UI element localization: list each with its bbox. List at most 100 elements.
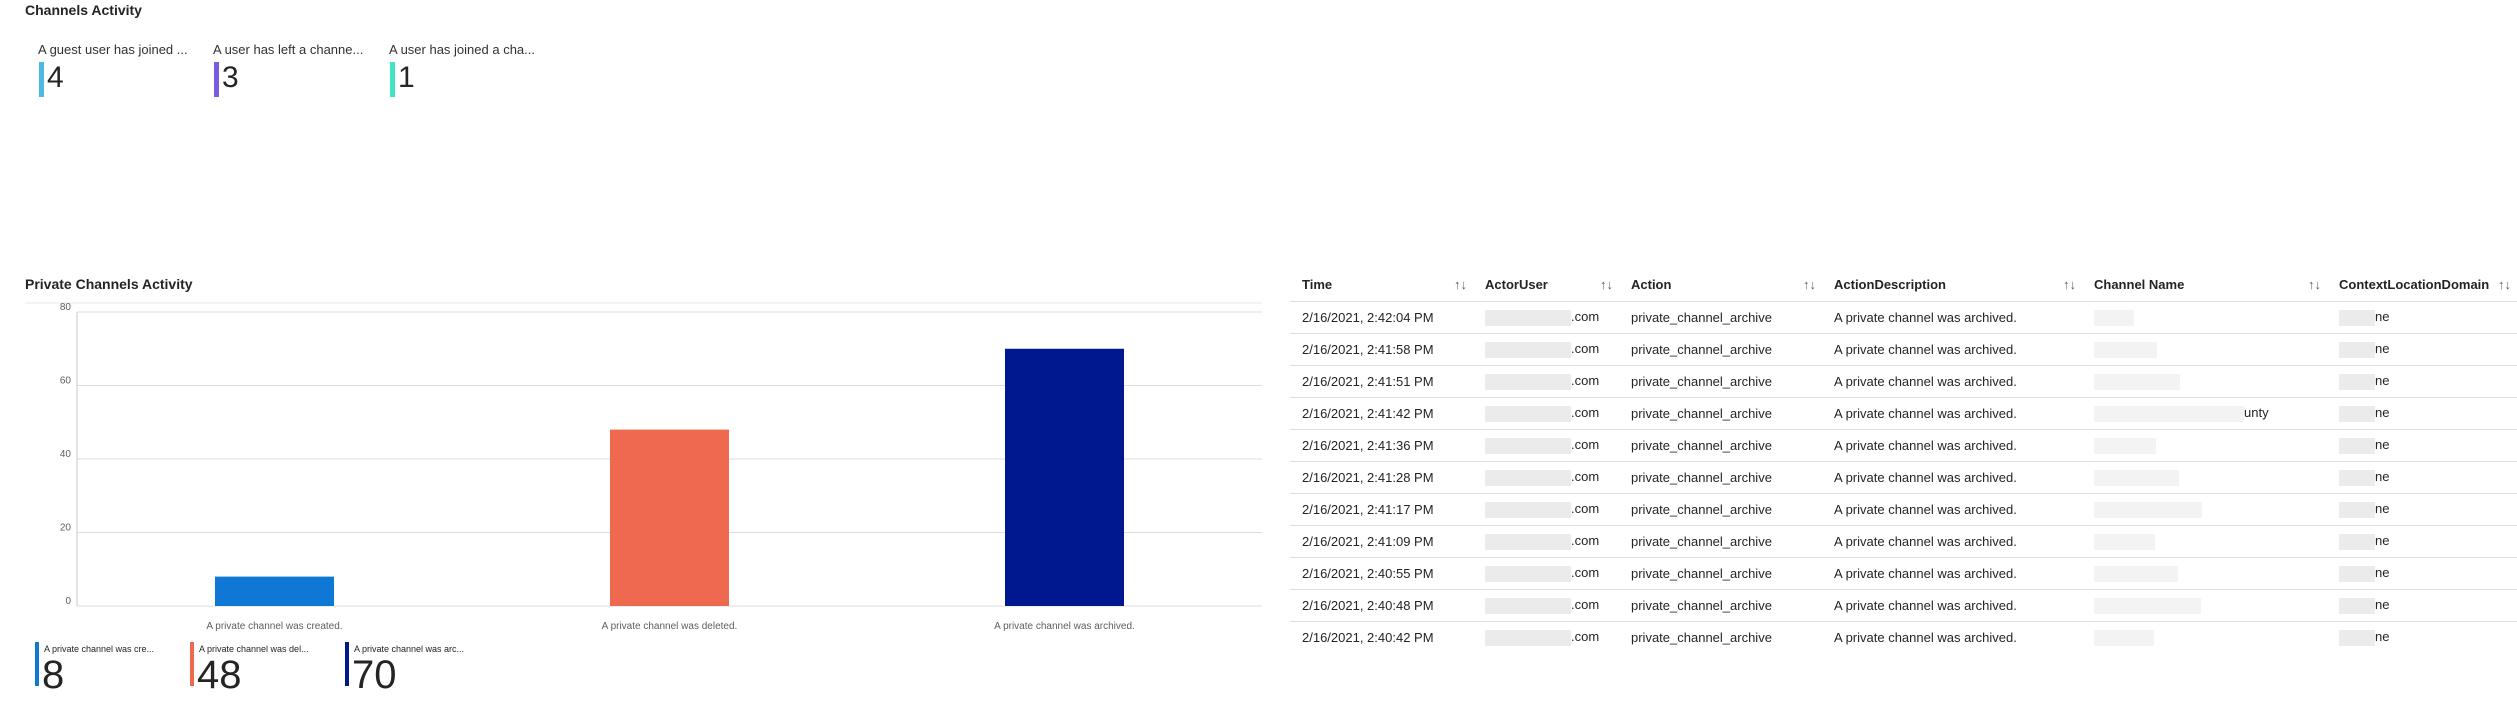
redacted-block [2339, 309, 2375, 326]
cell-action: private_channel_archive [1619, 589, 1822, 622]
cell-description: A private channel was archived. [1822, 301, 2082, 334]
cell-time: 2/16/2021, 2:40:48 PM [1290, 589, 1473, 622]
cell-actor: .com [1473, 301, 1619, 334]
cell-time: 2/16/2021, 2:41:42 PM [1290, 397, 1473, 430]
cell-action: private_channel_archive [1619, 557, 1822, 590]
kpi-color-bar [390, 62, 395, 97]
cell-actor: .com [1473, 525, 1619, 558]
cell-domain: ne [2327, 301, 2517, 334]
table-row[interactable]: 2/16/2021, 2:41:51 PM .com private_channel… [1290, 365, 2517, 398]
cell-description: A private channel was archived. [1822, 333, 2082, 366]
table-row[interactable]: 2/16/2021, 2:41:42 PM .com private_channel… [1290, 397, 2517, 430]
legend-label: A private channel was cre... [44, 644, 155, 654]
legend-value: 48 [197, 653, 242, 697]
activity-table[interactable]: Time ↑↓ ActorUser ↑↓ Action ↑↓ ActionDescri… [1290, 268, 2517, 660]
kpi-color-bar [214, 62, 219, 97]
redacted-block [1485, 309, 1571, 326]
cell-channel [2082, 429, 2327, 462]
redacted-block [1485, 501, 1571, 518]
kpi-label: A guest user has joined ... [38, 42, 188, 57]
cell-actor: .com [1473, 557, 1619, 590]
sort-icon[interactable]: ↑↓ [2308, 277, 2321, 292]
redacted-block [2339, 437, 2375, 454]
private-channels-activity-title: Private Channels Activity [25, 276, 193, 292]
redacted-block [1485, 533, 1571, 550]
column-header-actiondescription[interactable]: ActionDescription ↑↓ [1834, 277, 2076, 292]
cell-description: A private channel was archived. [1822, 557, 2082, 590]
column-header-contextlocationdomain[interactable]: ContextLocationDomain ↑↓ [2339, 277, 2511, 292]
cell-action: private_channel_archive [1619, 429, 1822, 462]
redacted-block [2094, 437, 2156, 454]
column-header-actoruser[interactable]: ActorUser ↑↓ [1485, 277, 1613, 292]
cell-time: 2/16/2021, 2:41:51 PM [1290, 365, 1473, 398]
cell-action: private_channel_archive [1619, 333, 1822, 366]
legend-color-bar [190, 642, 194, 686]
y-tick-label: 0 [65, 596, 71, 607]
cell-actor: .com [1473, 365, 1619, 398]
redacted-block [2339, 533, 2375, 550]
x-tick-label: A private channel was deleted. [602, 621, 738, 632]
sort-icon[interactable]: ↑↓ [1600, 277, 1613, 292]
bar [1005, 348, 1124, 606]
cell-action: private_channel_archive [1619, 621, 1822, 653]
kpi-value: 1 [398, 61, 415, 94]
cell-channel [2082, 333, 2327, 366]
cell-actor: .com [1473, 493, 1619, 526]
cell-action: private_channel_archive [1619, 493, 1822, 526]
cell-domain: ne [2327, 333, 2517, 366]
kpi-value: 3 [222, 61, 239, 94]
cell-domain: ne [2327, 589, 2517, 622]
redacted-block [2094, 501, 2202, 518]
kpi-label: A user has joined a cha... [389, 42, 535, 57]
cell-channel [2082, 461, 2327, 494]
cell-channel [2082, 365, 2327, 398]
redacted-block [2094, 565, 2178, 582]
table-row[interactable]: 2/16/2021, 2:41:36 PM .com private_channel… [1290, 429, 2517, 462]
table-row[interactable]: 2/16/2021, 2:41:09 PM .com private_channel… [1290, 525, 2517, 558]
redacted-block [2339, 501, 2375, 518]
kpi-user-left[interactable]: A user has left a channe... 3 [200, 42, 375, 98]
table-row[interactable]: 2/16/2021, 2:41:58 PM .com private_channel… [1290, 333, 2517, 366]
x-tick-label: A private channel was created. [206, 621, 342, 632]
cell-actor: .com [1473, 397, 1619, 430]
table-row[interactable]: 2/16/2021, 2:40:55 PM .com private_channel… [1290, 557, 2517, 590]
legend-value: 70 [352, 653, 397, 697]
legend-value: 8 [42, 653, 65, 697]
column-header-time[interactable]: Time ↑↓ [1302, 277, 1467, 292]
column-header-action[interactable]: Action ↑↓ [1631, 277, 1816, 292]
cell-time: 2/16/2021, 2:42:04 PM [1290, 301, 1473, 334]
sort-icon[interactable]: ↑↓ [2498, 277, 2511, 292]
table-row[interactable]: 2/16/2021, 2:42:04 PM .com private_channel… [1290, 301, 2517, 334]
cell-actor: .com [1473, 429, 1619, 462]
sort-icon[interactable]: ↑↓ [1803, 277, 1816, 292]
cell-channel [2082, 621, 2327, 653]
table-row[interactable]: 2/16/2021, 2:40:42 PM .com private_channel… [1290, 621, 2517, 653]
kpi-guest-joined[interactable]: A guest user has joined ... 4 [25, 42, 200, 98]
legend-color-bar [345, 642, 349, 686]
redacted-block [2094, 373, 2180, 390]
table-row[interactable]: 2/16/2021, 2:40:48 PM .com private_channel… [1290, 589, 2517, 622]
legend-color-bar [35, 642, 39, 686]
redacted-block [1485, 565, 1571, 582]
table-row[interactable]: 2/16/2021, 2:41:17 PM .com private_channel… [1290, 493, 2517, 526]
redacted-block [2339, 629, 2375, 646]
bar [610, 429, 729, 606]
table-row[interactable]: 2/16/2021, 2:41:28 PM .com private_channel… [1290, 461, 2517, 494]
x-tick-label: A private channel was archived. [994, 621, 1135, 632]
cell-time: 2/16/2021, 2:40:55 PM [1290, 557, 1473, 590]
cell-description: A private channel was archived. [1822, 493, 2082, 526]
cell-description: A private channel was archived. [1822, 525, 2082, 558]
kpi-user-joined[interactable]: A user has joined a cha... 1 [376, 42, 551, 98]
sort-icon[interactable]: ↑↓ [1454, 277, 1467, 292]
cell-domain: ne [2327, 397, 2517, 430]
legend-label: A private channel was arc... [354, 644, 465, 654]
cell-time: 2/16/2021, 2:40:42 PM [1290, 621, 1473, 653]
sort-icon[interactable]: ↑↓ [2063, 277, 2076, 292]
column-header-channel-name[interactable]: Channel Name ↑↓ [2094, 277, 2321, 292]
redacted-block [1485, 405, 1571, 422]
bar [215, 576, 334, 606]
redacted-block [2094, 629, 2154, 646]
cell-channel [2082, 301, 2327, 334]
redacted-block [2094, 405, 2244, 422]
cell-action: private_channel_archive [1619, 365, 1822, 398]
